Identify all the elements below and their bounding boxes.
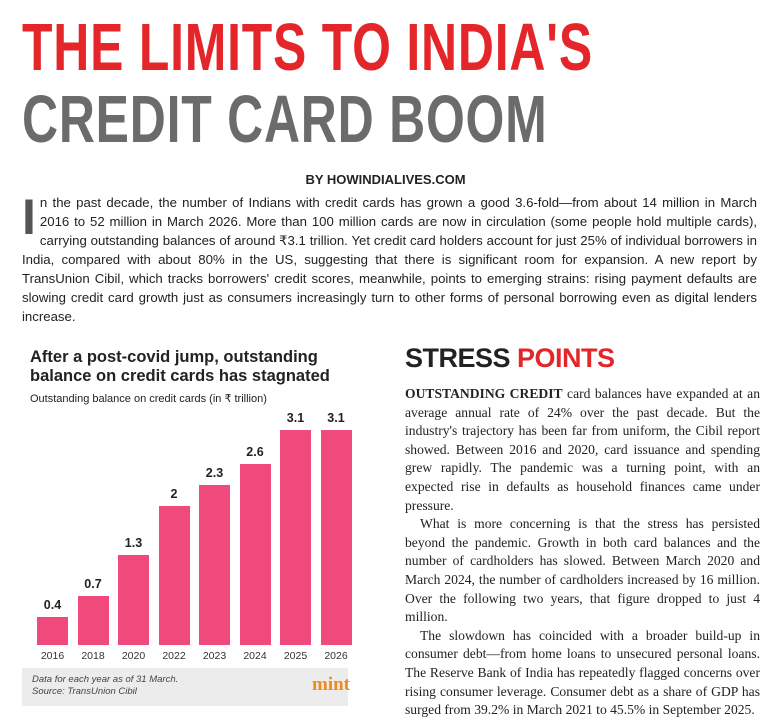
heading-part: STRESS bbox=[405, 343, 511, 373]
title-line: THE LIMITS TO INDIA'S bbox=[22, 9, 593, 85]
note: Source: TransUnion Cibil bbox=[32, 686, 137, 697]
lead: OUTSTANDING CREDIT bbox=[405, 386, 563, 401]
value-label: 3.1 bbox=[327, 410, 345, 425]
x-tick-label: 2024 bbox=[243, 650, 267, 662]
chart-title: After a post-covid jump, outstanding bal… bbox=[30, 348, 330, 385]
bar bbox=[320, 429, 352, 645]
paragraph: OUTSTANDING CREDIT card balances have ex… bbox=[405, 385, 760, 515]
bar bbox=[77, 596, 109, 645]
section-heading: STRESS POINTS bbox=[405, 343, 615, 374]
value-label: 3.1 bbox=[286, 410, 305, 425]
bar bbox=[158, 506, 190, 645]
bar bbox=[37, 617, 68, 645]
chart-footer bbox=[22, 668, 348, 706]
paragraph-text: card balances have expanded at an averag… bbox=[405, 386, 760, 513]
value-label: 2 bbox=[170, 487, 178, 501]
logo: mint bbox=[312, 674, 350, 695]
article: OUTSTANDING CREDIT card balances have ex… bbox=[405, 385, 760, 720]
byline: BY HOWINDIALIVES.COM bbox=[305, 172, 466, 187]
intro-text: n the past decade, the number of Indians… bbox=[22, 195, 757, 324]
bar bbox=[239, 464, 271, 645]
x-tick-label: 2023 bbox=[202, 650, 227, 662]
x-tick-label: 2022 bbox=[162, 650, 186, 662]
value-label: 2.3 bbox=[205, 466, 224, 481]
x-tick-label: 2016 bbox=[40, 650, 65, 662]
x-tick-label: 2025 bbox=[283, 650, 308, 662]
heading-part: POINTS bbox=[517, 343, 615, 373]
bar bbox=[280, 429, 311, 645]
x-tick-label: 2020 bbox=[121, 650, 146, 662]
note: Data for each year as of 31 March. bbox=[32, 674, 179, 685]
chart-subtitle: Outstanding balance on credit cards (in … bbox=[30, 393, 267, 405]
bar bbox=[118, 554, 149, 645]
x-tick-label: 2018 bbox=[81, 650, 105, 662]
value-label: 2.6 bbox=[246, 445, 264, 460]
drop-cap: I bbox=[22, 189, 36, 245]
value-label: 1.3 bbox=[124, 535, 143, 550]
paragraph: The slowdown has coincided with a broade… bbox=[405, 627, 760, 718]
title-line: CREDIT CARD BOOM bbox=[22, 81, 548, 157]
paragraph: What is more concerning is that the stre… bbox=[405, 516, 760, 625]
x-tick-label: 2026 bbox=[324, 650, 348, 662]
value-label: 0.7 bbox=[84, 577, 102, 592]
value-label: 0.4 bbox=[43, 598, 62, 613]
bar bbox=[199, 485, 230, 645]
